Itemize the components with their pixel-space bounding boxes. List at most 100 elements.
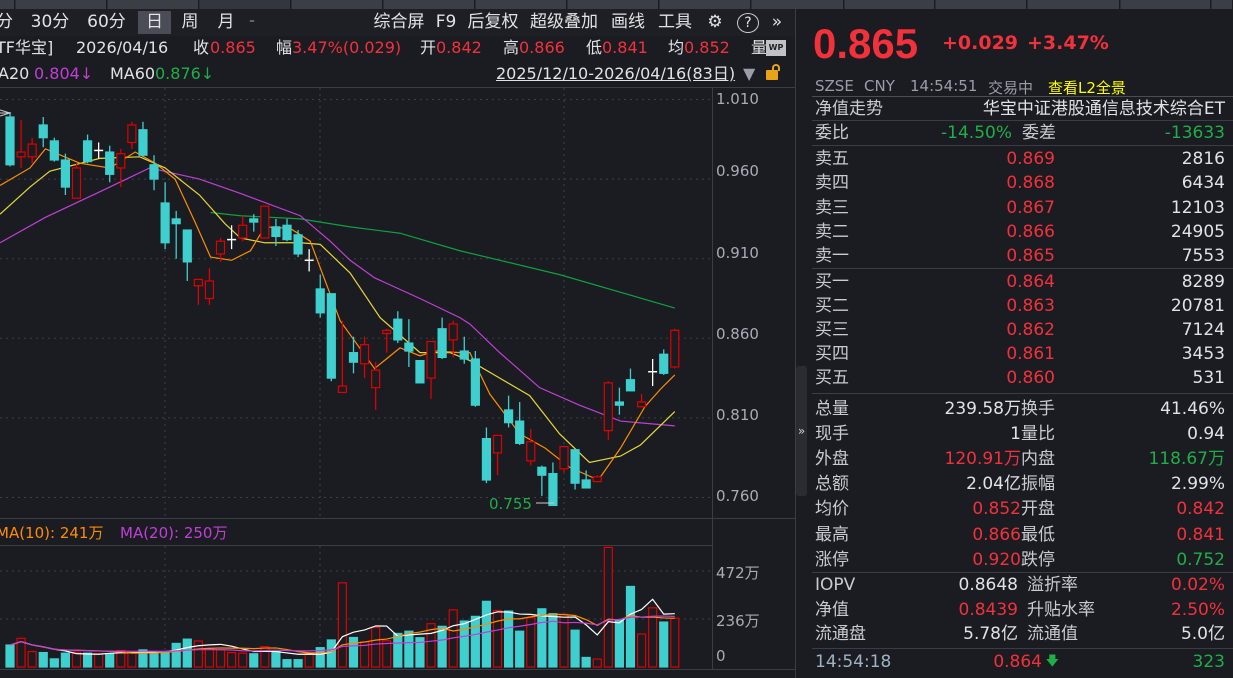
tick-time: 14:54:18 [815, 652, 892, 672]
f9-button[interactable]: F9 [435, 12, 457, 32]
level-price: 0.860 [1006, 368, 1055, 388]
candle-body [393, 318, 403, 341]
bid-row[interactable]: 买四 0.861 3453 [815, 342, 1225, 366]
period-60min-button[interactable]: 60分 [87, 12, 126, 32]
price-tick: 1.010 [716, 90, 759, 108]
back-adjust-button[interactable]: 后复权 [467, 12, 519, 32]
tab[interactable] [1212, 0, 1233, 9]
period-day-button[interactable]: 日 [138, 11, 171, 34]
tab[interactable] [108, 0, 199, 9]
volume-ma20-line [9, 615, 675, 652]
volume-bar [149, 651, 159, 668]
tab[interactable] [0, 0, 15, 9]
tab[interactable] [200, 0, 291, 9]
tab[interactable] [16, 0, 107, 9]
ask-row[interactable]: 卖五 0.869 2816 [815, 147, 1225, 171]
price-tick: 0.760 [716, 487, 759, 505]
stat-value: 0.8439 [958, 599, 1018, 620]
window-tab-strip [0, 0, 1233, 9]
quote-time: 14:54:51 [910, 77, 978, 95]
tab[interactable] [660, 0, 751, 9]
stat-row: 最高 0.866 最低 0.841 [815, 523, 1225, 547]
candle-body [82, 140, 93, 163]
stat-row: 涨停 0.920 跌停 0.752 [815, 548, 1225, 572]
stat-value: 0.866 [972, 524, 1021, 545]
candle-body [127, 124, 137, 144]
stat-label: 量比 [1021, 424, 1055, 445]
price-tick: 0.960 [716, 162, 759, 180]
ask-row[interactable]: 卖四 0.868 6434 [815, 171, 1225, 195]
panel-toggle-handle[interactable]: » [796, 366, 807, 496]
l2-link[interactable]: 查看L2全景 [1048, 79, 1126, 97]
open-label: 开 [420, 38, 437, 57]
volume-ma5-line [9, 598, 675, 655]
divider [0, 87, 796, 88]
tab[interactable] [936, 0, 1027, 9]
nav-trend-row[interactable]: 净值走势 华宝中证港股通信息技术综合ET [815, 97, 1225, 121]
date-range-link[interactable]: 2025/12/10-2026/04/16(83日) [496, 64, 736, 83]
bid-row[interactable]: 买一 0.864 8289 [815, 270, 1225, 294]
tab[interactable] [1121, 0, 1211, 9]
bid-row[interactable]: 买五 0.860 531 [815, 366, 1225, 390]
ask-row[interactable]: 卖三 0.867 12103 [815, 196, 1225, 220]
level-label: 卖二 [815, 221, 849, 242]
period-month-button[interactable]: 月 [217, 12, 235, 32]
divider [0, 518, 796, 519]
tab[interactable] [845, 0, 935, 9]
volume-bar [38, 651, 48, 668]
stat-value: 5.0亿 [1180, 624, 1225, 644]
stat-value: 0.02% [1170, 575, 1225, 595]
stat-value: 2.50% [1170, 599, 1225, 620]
tools-button[interactable]: 工具 [658, 12, 692, 32]
overlay-button[interactable]: 超级叠加 [530, 12, 598, 32]
composite-screen-button[interactable]: 综合屏 [373, 12, 425, 32]
level-price: 0.868 [1006, 173, 1055, 194]
level-label: 买五 [815, 368, 849, 388]
stat-label: 流通值 [1027, 624, 1078, 644]
stat-label: 跌停 [1021, 549, 1055, 570]
tab[interactable] [752, 0, 844, 9]
candle-body [293, 234, 303, 255]
period-30min-button[interactable]: 30分 [30, 12, 70, 32]
stat-label: 流通盘 [815, 624, 866, 644]
tab[interactable] [568, 0, 659, 9]
draw-line-button[interactable]: 画线 [611, 12, 645, 32]
lock-icon[interactable] [766, 64, 780, 80]
candle-body [537, 466, 547, 476]
candle-body [27, 143, 37, 158]
period-week-button[interactable]: 周 [181, 12, 199, 32]
tab[interactable] [292, 0, 383, 9]
volume-ma10: MA(10): 241万 [0, 524, 104, 542]
period-minute-button[interactable]: 分 [0, 12, 13, 32]
candle-body [359, 344, 370, 365]
stat-row: IOPV 0.8648 溢折率 0.02% [815, 573, 1225, 597]
volume-bar [481, 600, 492, 668]
stat-row: 总额 2.04亿 振幅 2.99% [815, 472, 1225, 496]
range-dropdown-icon[interactable]: ▼ [743, 64, 756, 83]
ask-row[interactable]: 卖一 0.865 7553 [815, 244, 1225, 268]
level-label: 买四 [815, 344, 849, 364]
volume-bar [116, 649, 126, 668]
ask-row[interactable]: 卖二 0.866 24905 [815, 220, 1225, 244]
level-label: 卖三 [815, 197, 849, 218]
stat-label: 内盘 [1021, 449, 1055, 470]
level-volume: 6434 [1181, 173, 1225, 194]
help-icon[interactable]: ? [737, 13, 759, 33]
more-periods-icon[interactable]: ⁼ [249, 16, 255, 29]
kline-chart[interactable] [0, 0, 712, 678]
gear-icon[interactable]: ⚙ [707, 12, 723, 32]
tab[interactable] [1028, 0, 1120, 9]
bid-row[interactable]: 买三 0.862 7124 [815, 318, 1225, 342]
bid-row[interactable]: 买二 0.863 20781 [815, 294, 1225, 318]
candle-body [249, 218, 259, 223]
volume-bar [5, 644, 15, 668]
volume-bar [193, 640, 203, 668]
divider [812, 145, 1233, 146]
tab[interactable] [476, 0, 567, 9]
tab[interactable] [384, 0, 475, 9]
level-volume: 8289 [1181, 272, 1225, 292]
volume-bar [82, 652, 93, 668]
expand-icon[interactable]: » [771, 12, 783, 32]
volume-bar [337, 582, 347, 668]
wp-icon[interactable]: WP [766, 40, 786, 56]
